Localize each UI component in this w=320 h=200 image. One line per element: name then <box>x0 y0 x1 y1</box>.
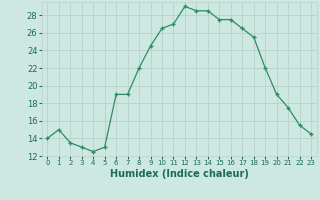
X-axis label: Humidex (Indice chaleur): Humidex (Indice chaleur) <box>110 169 249 179</box>
